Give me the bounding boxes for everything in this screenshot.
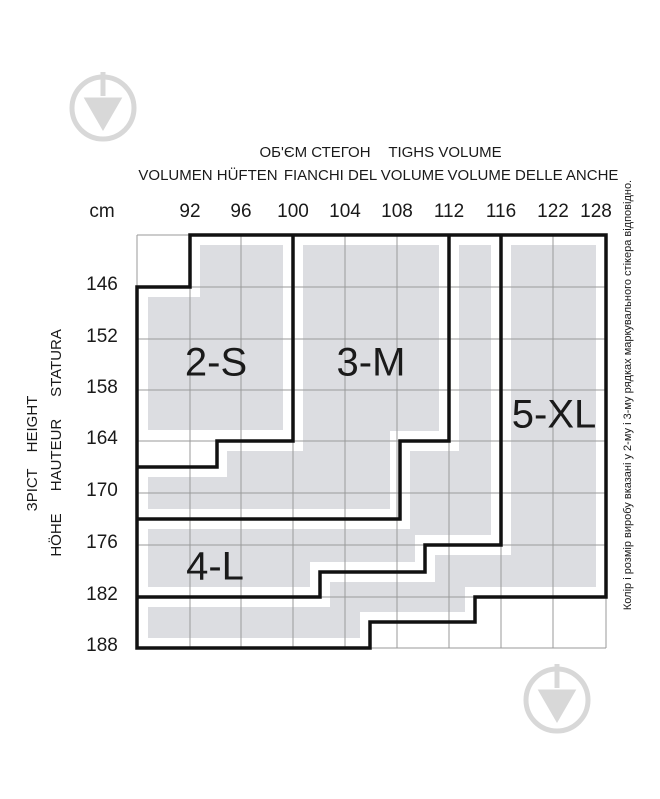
column-label: 112 (434, 201, 464, 222)
side-label: ЗРІСТ (24, 469, 41, 512)
row-label: 170 (86, 480, 118, 501)
column-label: 104 (329, 201, 361, 222)
row-label: 176 (86, 532, 118, 553)
header-text: FIANCHI DEL VOLUME (284, 167, 444, 184)
size-label: 2-S (185, 341, 247, 385)
column-label: 96 (230, 201, 251, 222)
row-label: 188 (86, 635, 118, 656)
row-label: 146 (86, 274, 118, 295)
header-text: ОБ'ЄМ СТЕГОН (259, 144, 370, 161)
row-label: 164 (86, 428, 118, 449)
header-text: TIGHS VOLUME (388, 144, 501, 161)
header-text: VOLUME DELLE ANCHE (448, 167, 619, 184)
column-label: 128 (580, 201, 612, 222)
column-label: 100 (277, 201, 309, 222)
side-label: HEIGHT (24, 396, 41, 453)
size-label: 3-M (337, 341, 406, 385)
row-label: 182 (86, 584, 118, 605)
column-label: 116 (486, 201, 516, 222)
size-outlines (135, 233, 608, 650)
column-label: 108 (381, 201, 413, 222)
unit: cm (89, 201, 114, 222)
header-text: VOLUMEN HÜFTEN (138, 166, 277, 184)
side-label: HÖHE (47, 513, 65, 556)
note: Колір і розмір виробу вказані у 2-му і 3… (622, 180, 634, 610)
watermark-icon (69, 72, 591, 734)
side-label: STATURA (48, 329, 65, 397)
gray-fills (148, 245, 596, 638)
side-label: HAUTEUR (48, 419, 65, 492)
row-label: 152 (86, 326, 118, 347)
size-label: 4-L (186, 545, 244, 589)
row-label: 158 (86, 377, 118, 398)
column-label: 122 (537, 201, 569, 222)
column-label: 92 (179, 201, 200, 222)
size-label: 5-XL (512, 393, 597, 437)
